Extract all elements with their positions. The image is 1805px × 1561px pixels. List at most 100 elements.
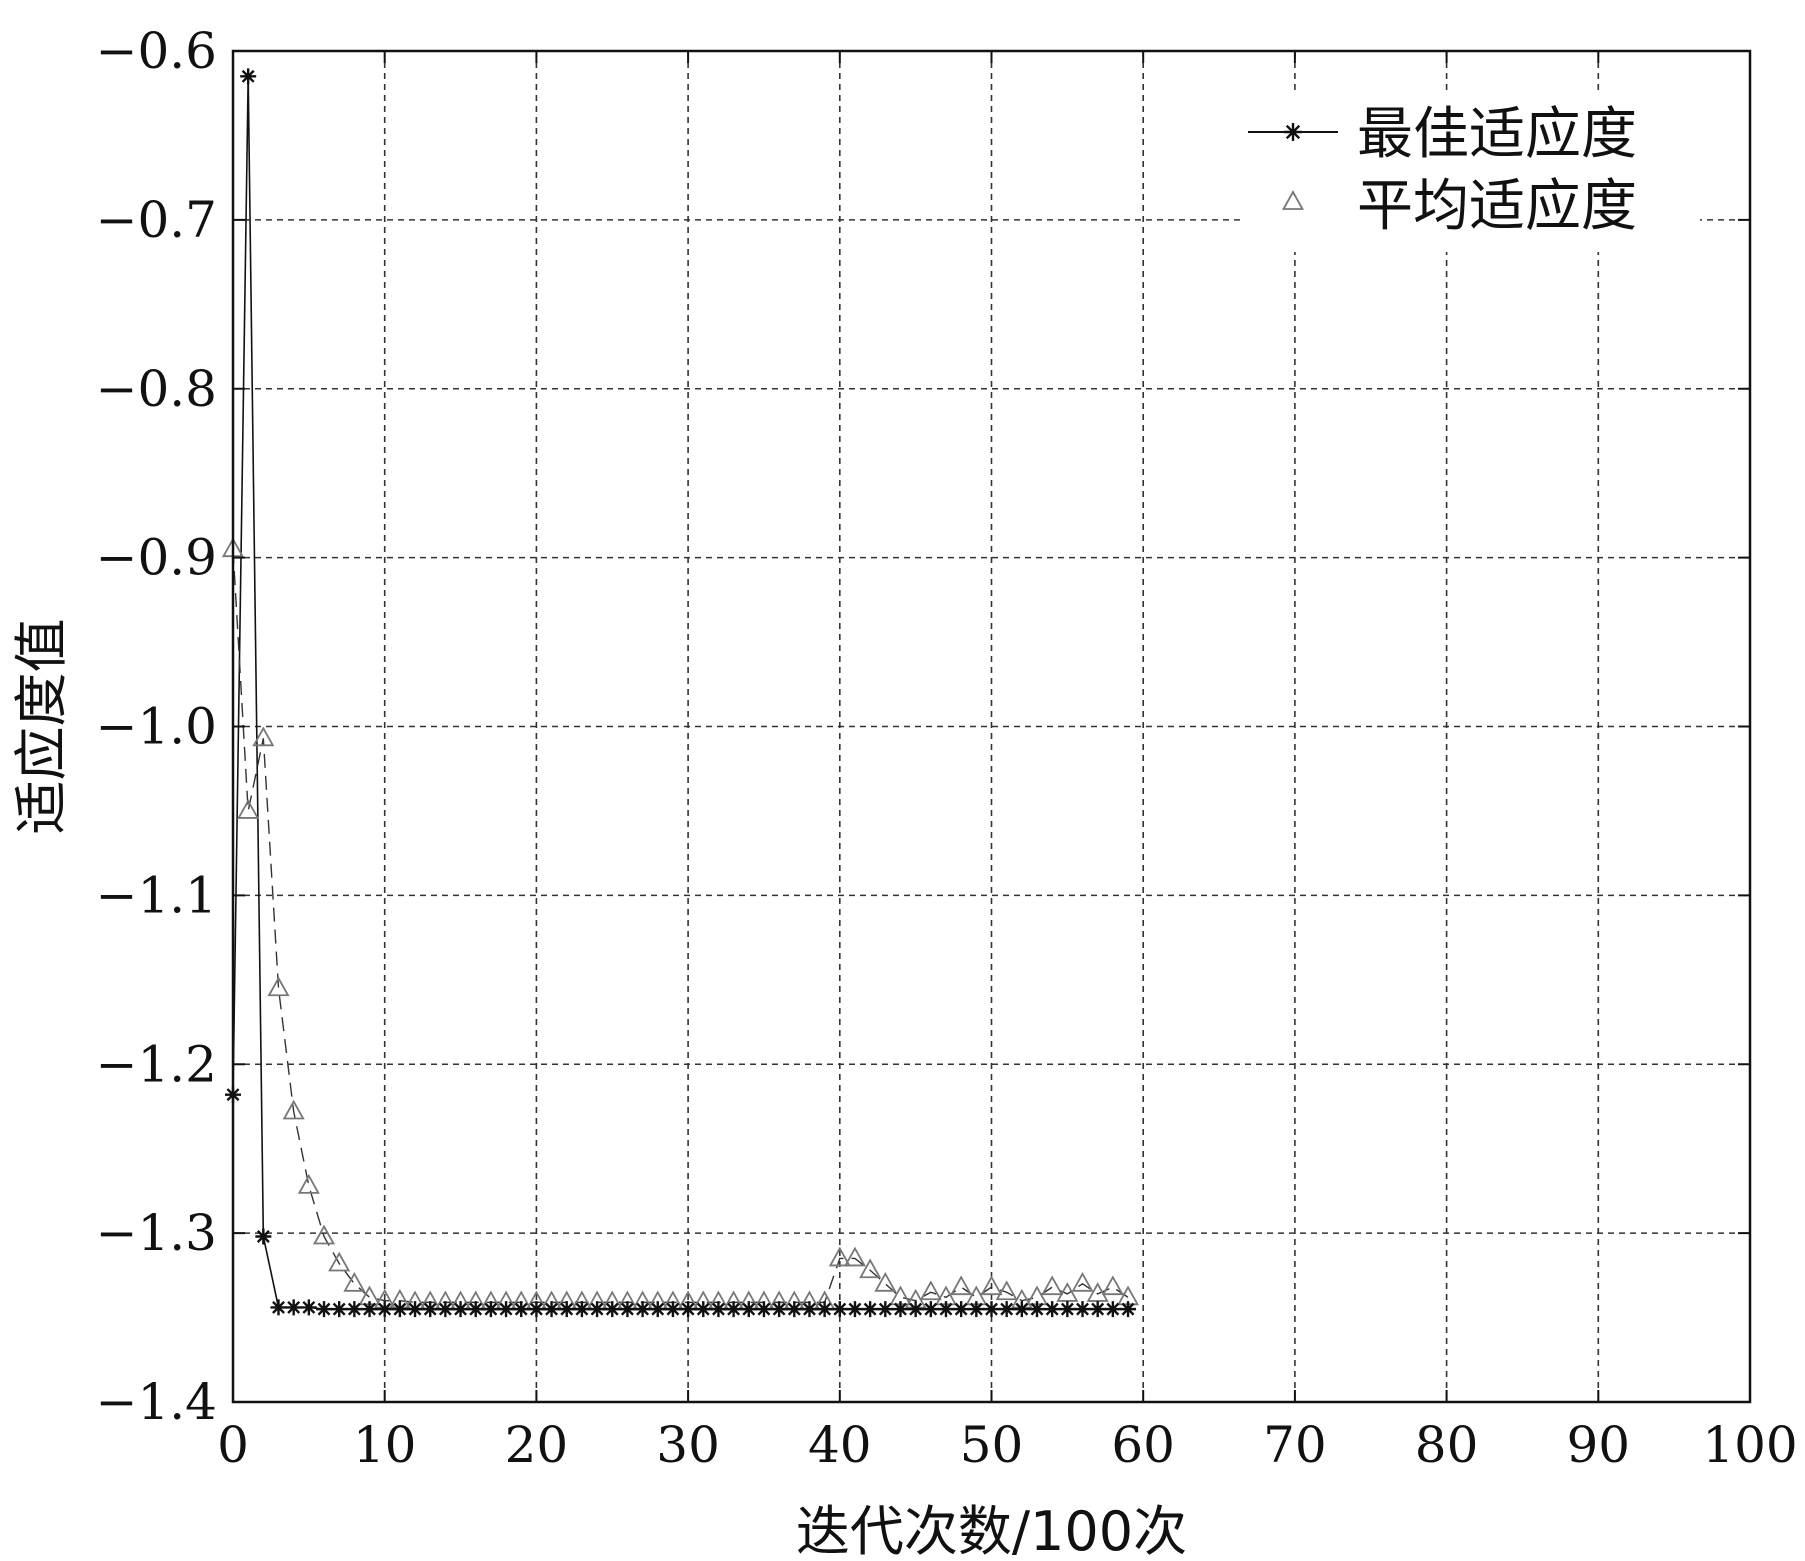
series-average-point: [267, 976, 290, 997]
series-best-point: [255, 1228, 272, 1245]
x-tick-labels: 0 10 20 30 40 50 60 70 80 90 100: [217, 1416, 1798, 1474]
series-best-point: [467, 1301, 484, 1318]
series-best-point: [846, 1301, 863, 1318]
x-tick-label: 30: [656, 1416, 720, 1474]
series-best-point: [391, 1301, 408, 1318]
series-best-point: [968, 1301, 985, 1318]
series-best-point: [1029, 1301, 1046, 1318]
x-tick-label: 40: [808, 1416, 872, 1474]
y-tick-label: −1.2: [96, 1035, 217, 1093]
series-best-point: [604, 1301, 621, 1318]
series-best-point: [937, 1301, 954, 1318]
series-best-point: [680, 1301, 697, 1318]
series-average-point: [282, 1099, 305, 1120]
y-tick-label: −1.1: [96, 866, 217, 924]
legend-entry-average: 平均适应度: [1281, 174, 1637, 239]
series-best-point: [998, 1301, 1015, 1318]
series-best-point: [786, 1301, 803, 1318]
series-best-point: [740, 1301, 757, 1318]
y-tick-label: −0.9: [96, 529, 217, 587]
series-best-point: [513, 1301, 530, 1318]
series-best-point: [270, 1299, 287, 1316]
series-best-point: [1089, 1301, 1106, 1318]
series-best-point: [452, 1301, 469, 1318]
series-best-point: [437, 1301, 454, 1318]
series-best-point: [498, 1301, 515, 1318]
x-tick-label: 50: [960, 1416, 1024, 1474]
series-best-point: [285, 1299, 302, 1316]
series-best-point: [407, 1301, 424, 1318]
series-best-point: [589, 1301, 606, 1318]
series-best-point: [1059, 1301, 1076, 1318]
x-tick-label: 100: [1702, 1416, 1797, 1474]
series-average-point: [874, 1271, 897, 1292]
series-best-point: [725, 1301, 742, 1318]
legend-background: [1240, 92, 1700, 252]
series-best-point: [376, 1301, 393, 1318]
series-average-point: [297, 1173, 320, 1194]
series-average-point: [312, 1224, 336, 1245]
series-best-point: [361, 1301, 378, 1318]
series-average-point: [995, 1280, 1018, 1301]
series-best-point: [664, 1301, 681, 1318]
series-average-point: [828, 1246, 851, 1267]
series-best-point: [922, 1301, 939, 1318]
x-tick-label: 10: [353, 1416, 417, 1474]
x-tick-label: 20: [505, 1416, 569, 1474]
x-tick-label: 0: [217, 1416, 249, 1474]
series-best-point: [649, 1301, 666, 1318]
series-best-point: [240, 68, 257, 85]
series-best-point: [1104, 1301, 1121, 1318]
series-average-point: [237, 799, 260, 819]
series-average-point: [1101, 1275, 1124, 1296]
y-tick-labels: −0.6 −0.7 −0.8 −0.9 −1.0 −1.1 −1.2 −1.3 −1.4: [96, 22, 217, 1431]
series-best-point: [831, 1301, 848, 1318]
series-best-point: [634, 1301, 651, 1318]
series-best-point: [619, 1301, 636, 1318]
series-best-point: [907, 1301, 924, 1318]
legend-label-best: 最佳适应度: [1357, 102, 1637, 167]
series-best-point: [695, 1301, 712, 1318]
series-average-line: [232, 549, 1129, 1304]
series-average-point: [980, 1275, 1003, 1296]
legend-marker-average: [1281, 190, 1305, 210]
series-best-point: [422, 1301, 439, 1318]
legend: 最佳适应度 平均适应度: [1240, 92, 1700, 252]
y-tick-label: −0.8: [96, 360, 217, 418]
y-tick-label: −1.3: [96, 1204, 217, 1262]
series-best-point: [331, 1301, 348, 1318]
series-best-point: [892, 1301, 909, 1318]
series-best-point: [558, 1301, 575, 1318]
series-average-point: [950, 1275, 973, 1296]
series-best-point: [1044, 1301, 1061, 1318]
x-tick-label: 90: [1566, 1416, 1630, 1474]
series-average-point: [859, 1258, 882, 1279]
series-average-point: [919, 1280, 942, 1301]
x-tick-label: 60: [1111, 1416, 1175, 1474]
axis-ticks: [232, 50, 1751, 1403]
series-best-point: [953, 1301, 970, 1318]
legend-triangle-icon: [1281, 190, 1305, 210]
series-best-point: [300, 1299, 317, 1316]
legend-marker-best: [1284, 123, 1302, 141]
series-best-point: [316, 1301, 333, 1318]
series-best-point: [862, 1301, 879, 1318]
series-best-point: [1120, 1301, 1137, 1318]
legend-label-average: 平均适应度: [1357, 174, 1637, 239]
series-average-point: [343, 1271, 366, 1292]
series-best-point: [346, 1301, 363, 1318]
series-best-point: [816, 1301, 833, 1318]
series-best-point: [1074, 1301, 1091, 1318]
series-best-point: [801, 1301, 818, 1318]
series-average-point: [843, 1246, 867, 1267]
series-best-point: [755, 1301, 772, 1318]
series-best-point: [482, 1301, 499, 1318]
series-average-point: [1056, 1282, 1079, 1302]
series-average-point: [1041, 1275, 1064, 1296]
grid-lines: [233, 51, 1750, 1402]
x-axis-title: 迭代次数/100次: [796, 1500, 1187, 1561]
series-best-point: [528, 1301, 545, 1318]
legend-asterisk-icon: [1284, 123, 1302, 141]
